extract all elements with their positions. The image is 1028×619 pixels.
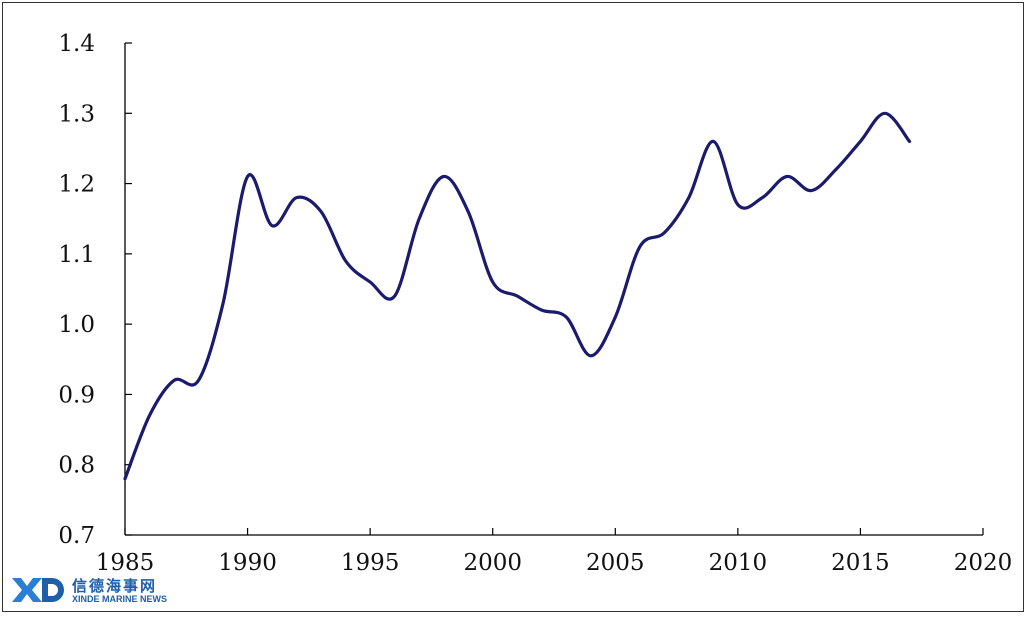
x-tick-label: 1990 (218, 550, 277, 576)
chart-frame: 0.7 0.8 0.9 1.0 1.1 1.2 1.3 1.4 1985 1990 1995 2000… (2, 2, 1024, 612)
x-tick-label: 2015 (831, 550, 890, 576)
watermark-chinese-text: 信德海事网 (72, 577, 158, 595)
series-line (123, 111, 912, 481)
watermark: 信德海事网 XINDE MARINE NEWS (12, 574, 172, 608)
y-tick-label: 0.8 (58, 453, 95, 479)
y-tick-label: 1.3 (58, 101, 95, 127)
x-tick-label: 2010 (709, 550, 768, 576)
watermark-english-text: XINDE MARINE NEWS (72, 594, 168, 604)
line-chart: 0.7 0.8 0.9 1.0 1.1 1.2 1.3 1.4 1985 1990 1995 2000… (58, 31, 1013, 576)
y-tick-label: 1.0 (58, 312, 95, 338)
y-tick-label: 1.4 (58, 31, 95, 57)
x-tick-label: 1995 (341, 550, 400, 576)
x-tick-label: 2005 (586, 550, 645, 576)
y-tick-label: 0.9 (58, 382, 95, 408)
x-tick-label: 2000 (463, 550, 522, 576)
x-tick-label: 1985 (96, 550, 155, 576)
y-tick-label: 0.7 (58, 523, 95, 549)
xinde-logo (12, 578, 64, 602)
y-tick-label: 1.1 (58, 242, 95, 268)
x-tick-label: 2020 (954, 550, 1013, 576)
y-tick-label: 1.2 (58, 172, 95, 198)
